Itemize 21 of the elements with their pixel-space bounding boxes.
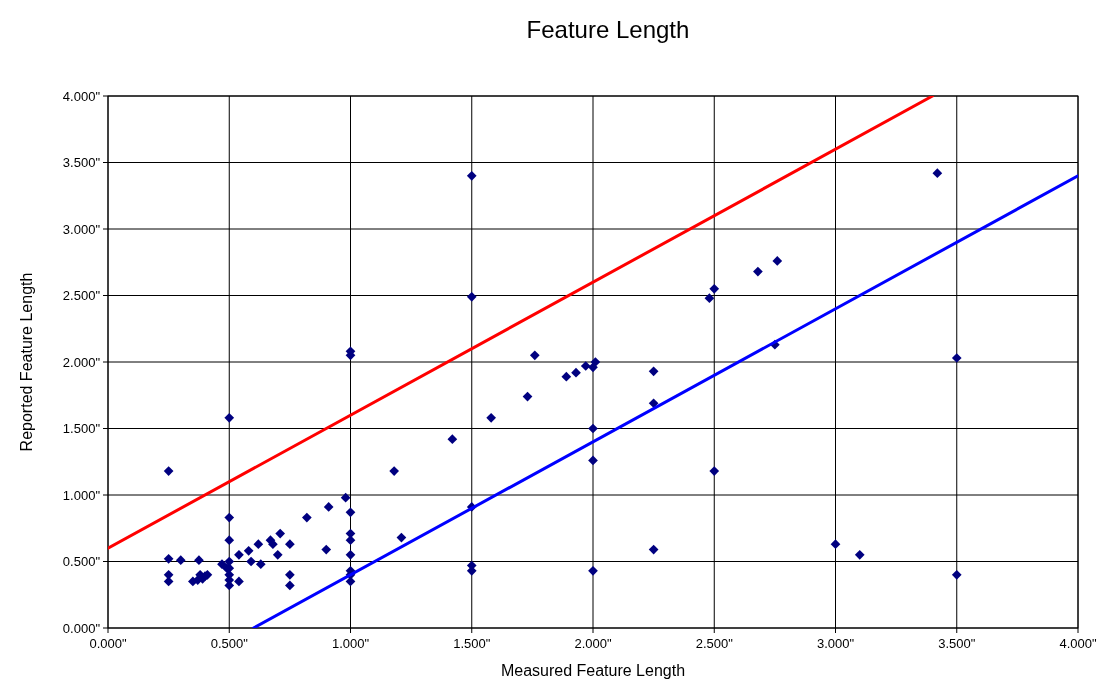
- x-tick-label: 3.000": [816, 636, 855, 651]
- x-tick-label: 0.500": [210, 636, 249, 651]
- y-tick-label: 1.000": [62, 487, 101, 503]
- y-axis-title: Reported Feature Length: [18, 272, 35, 452]
- x-tick-label: 3.500": [938, 636, 976, 651]
- x-tick-label: 4.000": [1059, 636, 1097, 651]
- y-tick-label: 0.000": [62, 620, 101, 636]
- y-tick-label: 0.500": [62, 554, 101, 570]
- y-tick-label: 3.000": [62, 221, 101, 237]
- y-tick-label: 1.500": [62, 421, 101, 437]
- chart-title: Feature Length: [526, 16, 690, 43]
- x-tick-label: 0.000": [89, 636, 127, 651]
- x-tick-label: 2.000": [574, 636, 612, 651]
- y-tick-label: 3.500": [62, 155, 101, 171]
- x-axis-title: Measured Feature Length: [500, 662, 686, 679]
- y-tick-label: 4.000": [62, 88, 101, 104]
- x-tick-label: 2.500": [695, 636, 734, 651]
- x-tick-label: 1.000": [331, 636, 370, 651]
- x-tick-label: 1.500": [453, 636, 491, 651]
- y-tick-label: 2.500": [62, 288, 101, 304]
- y-tick-label: 2.000": [62, 354, 101, 370]
